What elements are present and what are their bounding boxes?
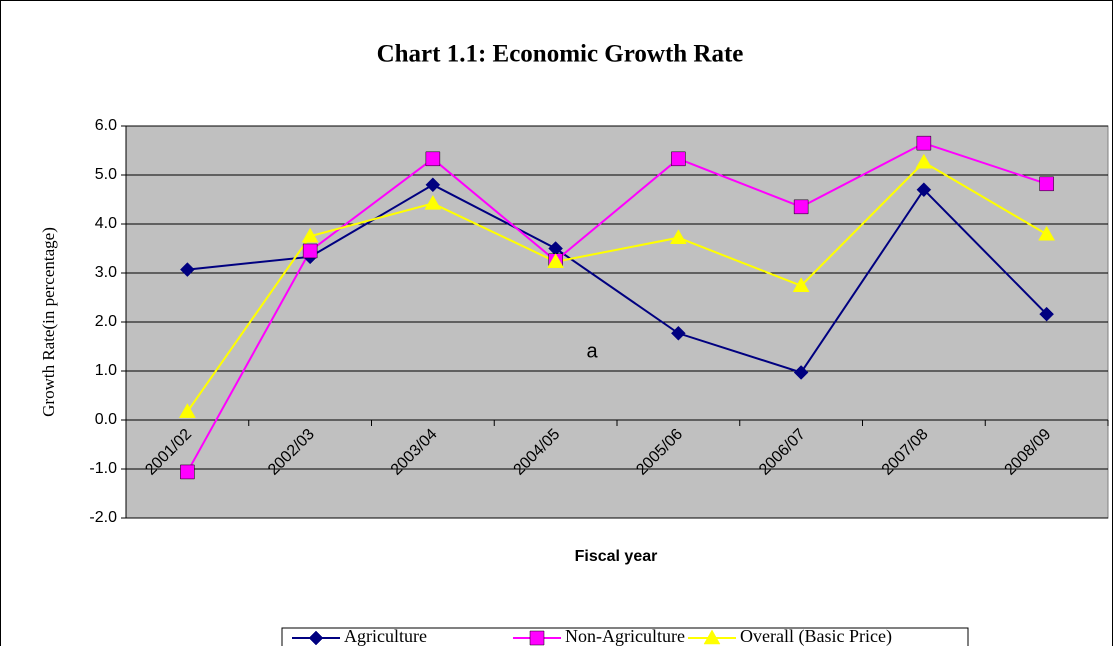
legend-label: Non-Agriculture <box>565 626 685 646</box>
legend-marker <box>308 630 324 646</box>
data-point <box>425 177 441 193</box>
chart-title: Chart 1.1: Economic Growth Rate <box>377 41 744 68</box>
y-axis-label: Growth Rate(in percentage) <box>39 227 58 417</box>
data-point <box>793 365 809 380</box>
series-line <box>187 183 1048 374</box>
data-point <box>1039 176 1054 192</box>
data-point <box>916 182 932 198</box>
legend-marker <box>529 630 545 646</box>
data-point <box>547 253 565 268</box>
x-axis-label: Fiscal year <box>575 548 658 565</box>
y-tick-label: 2.0 <box>95 313 117 330</box>
data-point <box>793 199 809 215</box>
series-line <box>186 161 1048 413</box>
legend-label: Overall (Basic Price) <box>740 626 892 646</box>
legend-box <box>281 627 969 646</box>
data-point <box>425 151 441 167</box>
data-point <box>301 227 319 243</box>
data-point <box>915 153 933 169</box>
data-point <box>916 135 932 151</box>
data-point <box>302 243 318 259</box>
data-point <box>669 229 687 244</box>
data-point <box>424 194 442 210</box>
annotation: a <box>586 340 598 362</box>
legend-label: Agriculture <box>344 626 427 646</box>
data-point <box>792 277 810 292</box>
data-point <box>671 325 686 341</box>
series-line <box>186 142 1047 473</box>
y-tick-label: 1.0 <box>95 362 117 379</box>
y-tick-label: 4.0 <box>95 215 117 232</box>
data-point <box>178 403 196 418</box>
data-point <box>671 151 686 167</box>
y-tick-label: 0.0 <box>95 411 117 428</box>
y-tick-label: -2.0 <box>89 509 117 526</box>
data-point <box>1039 306 1054 322</box>
data-point <box>1038 225 1056 241</box>
data-point <box>180 262 195 277</box>
legend-marker <box>703 629 721 645</box>
data-point <box>180 464 195 480</box>
y-tick-label: 6.0 <box>95 117 117 134</box>
y-tick-label: -1.0 <box>89 460 117 477</box>
y-tick-label: 5.0 <box>95 166 117 183</box>
y-tick-label: 3.0 <box>95 264 117 281</box>
